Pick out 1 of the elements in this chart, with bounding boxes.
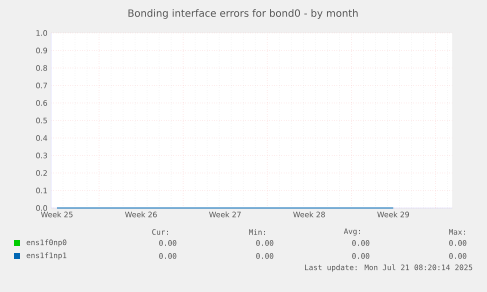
- chart-title: Bonding interface errors for bond0 - by month: [128, 9, 358, 19]
